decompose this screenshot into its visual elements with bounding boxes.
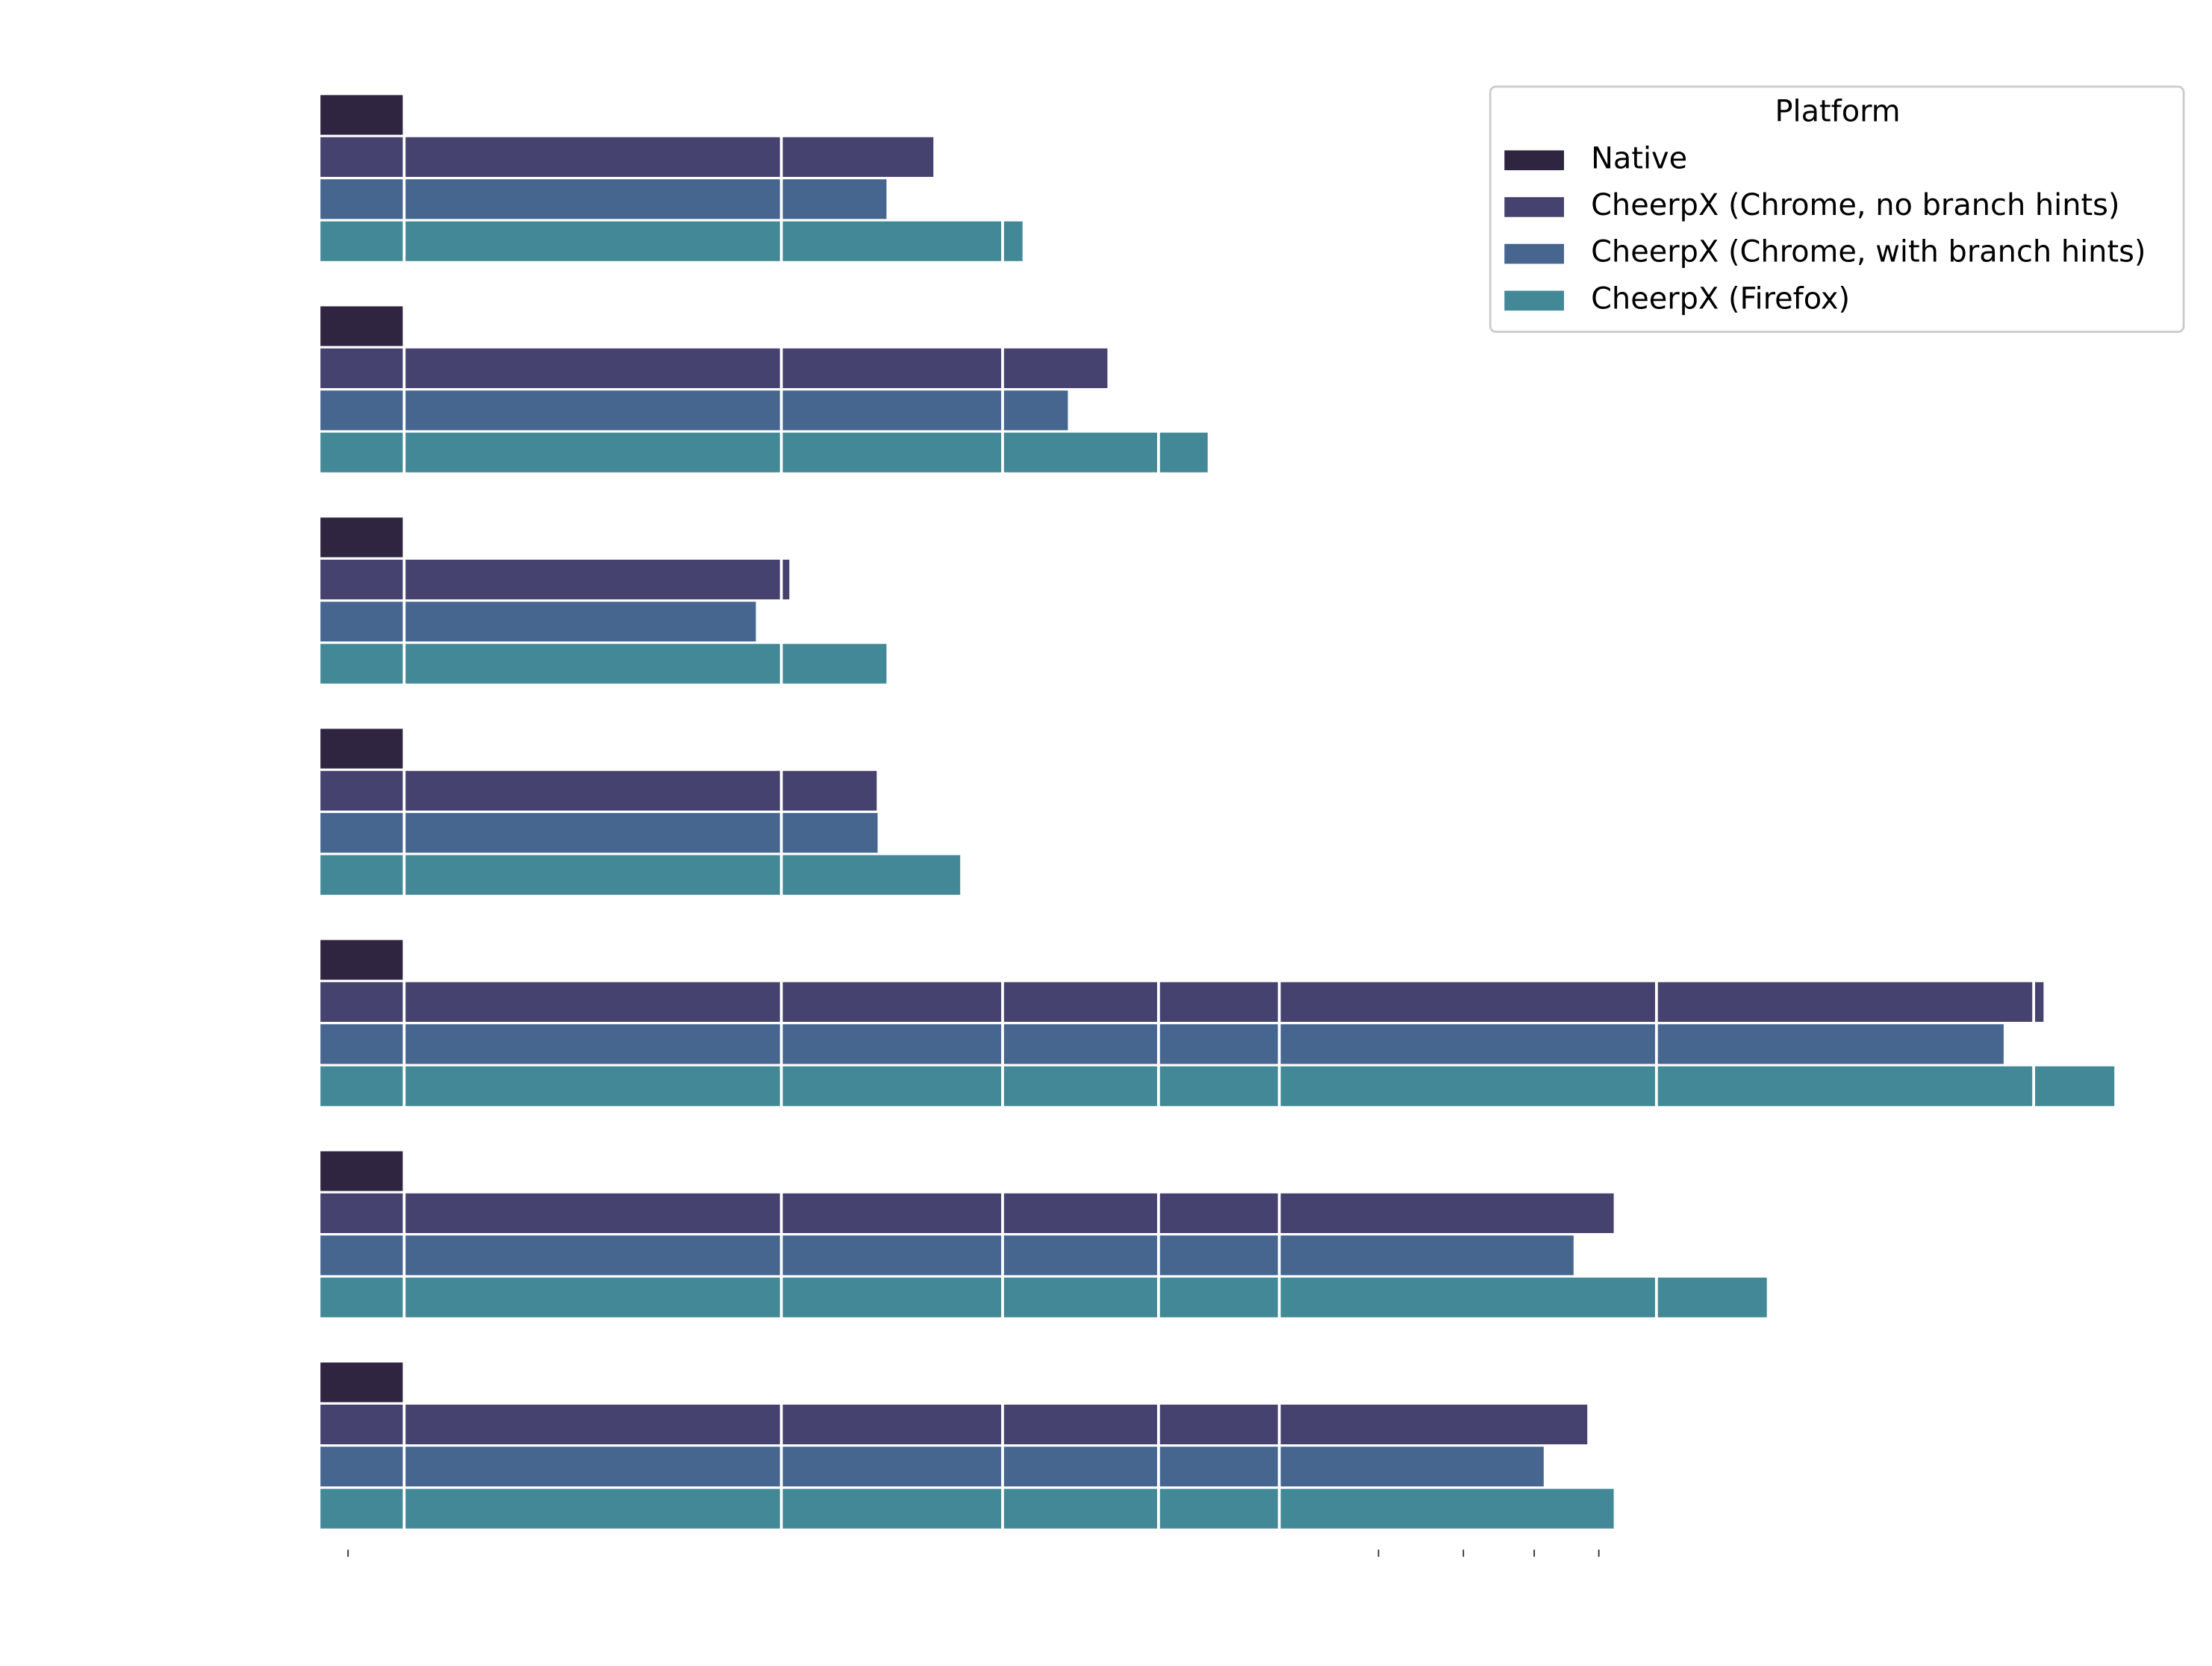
legend-label: CheerpX (Chrome, with branch hints) (1591, 235, 2146, 269)
bar (320, 137, 934, 177)
bar (320, 1024, 2004, 1064)
bar (320, 1362, 405, 1403)
bars (320, 95, 2115, 1529)
bar (320, 517, 405, 558)
bar (320, 348, 1108, 388)
legend-swatch (1504, 150, 1564, 171)
legend-swatch (1504, 290, 1564, 311)
bar (320, 1235, 1574, 1276)
bar (320, 813, 878, 853)
bar (320, 306, 405, 346)
bar (320, 1277, 1767, 1317)
bar (320, 95, 405, 135)
legend-label: CheerpX (Firefox) (1591, 281, 1850, 316)
bar (320, 432, 1208, 472)
ticks (347, 1550, 1600, 1557)
bar (320, 390, 1068, 431)
bar (320, 221, 1023, 261)
bar (320, 1447, 1544, 1487)
bar (320, 1151, 405, 1191)
bar (320, 559, 790, 599)
bar (320, 982, 2044, 1022)
bar (320, 1404, 1588, 1445)
bar (320, 1193, 1614, 1233)
legend: Platform Native CheerpX (Chrome, no branc… (1489, 85, 2185, 334)
bar (320, 1488, 1614, 1529)
bar (320, 855, 961, 895)
legend-swatch (1504, 197, 1564, 217)
bar (320, 940, 405, 980)
legend-label: CheerpX (Chrome, no branch hints) (1591, 188, 2119, 222)
bar (320, 729, 405, 769)
bar (320, 1066, 2115, 1106)
bar (320, 602, 756, 642)
bar (320, 179, 887, 219)
legend-frame (1489, 85, 2185, 334)
legend-swatch (1504, 243, 1564, 264)
grid (402, 82, 2036, 1540)
legend-title: Platform (1775, 95, 1900, 129)
bar (320, 770, 877, 811)
bar (320, 643, 887, 684)
legend-label: Native (1591, 141, 1687, 175)
